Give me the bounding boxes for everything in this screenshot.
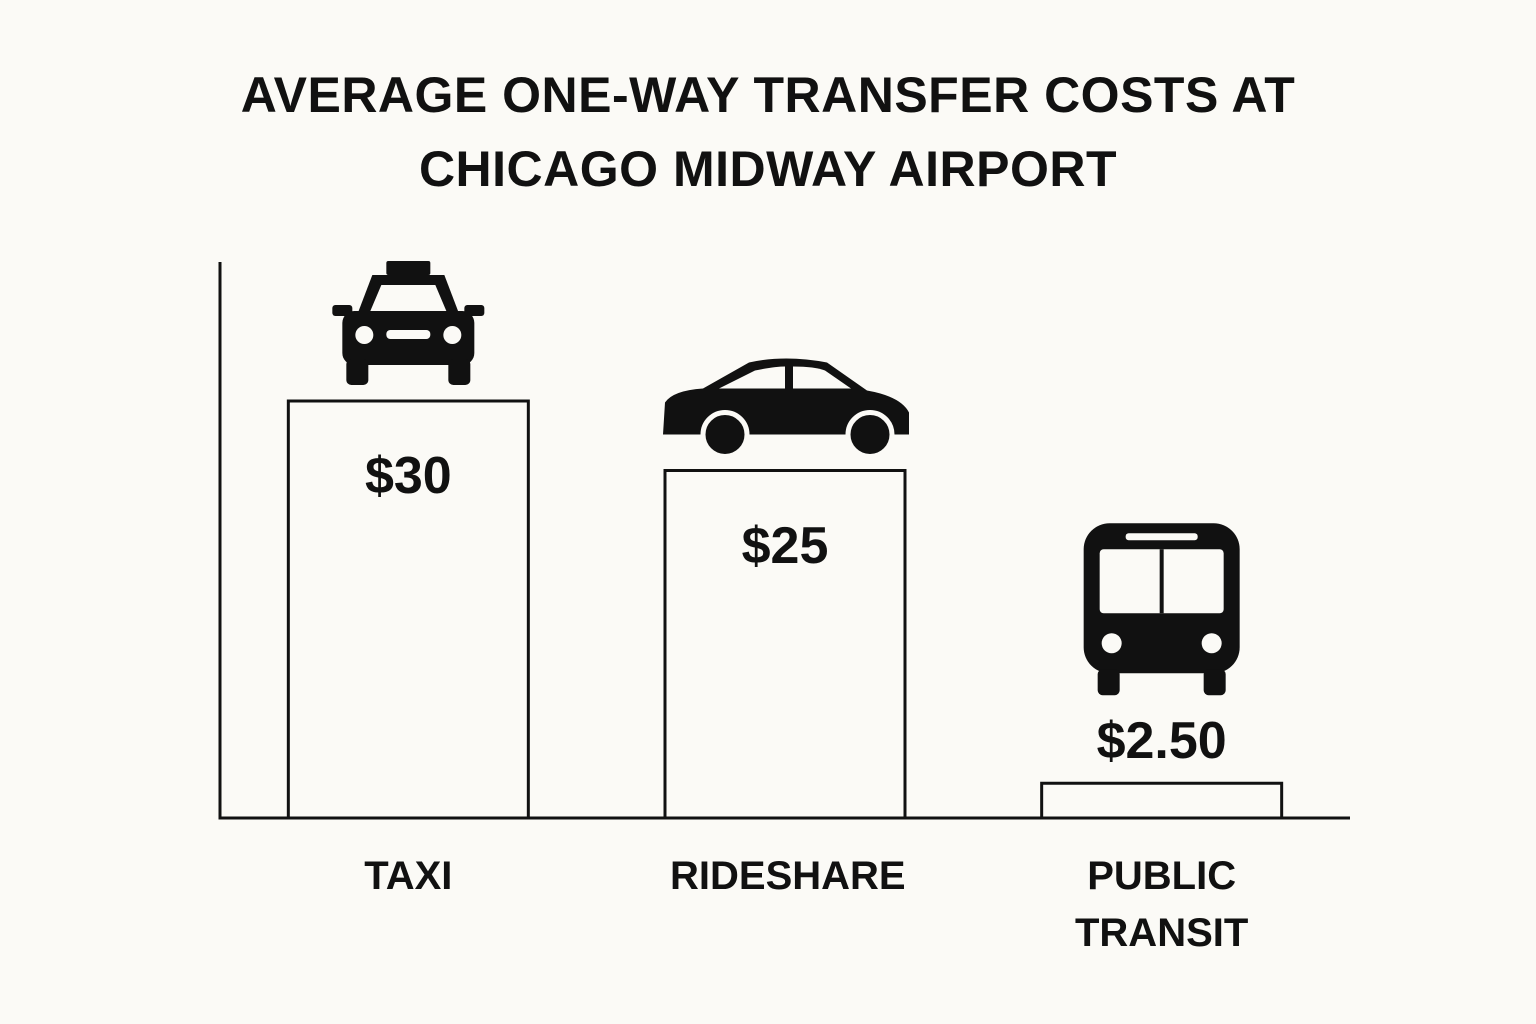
value-label: $25 bbox=[741, 516, 829, 575]
icon-part bbox=[332, 305, 353, 316]
icon-part bbox=[1097, 669, 1120, 696]
icon-part bbox=[448, 359, 471, 385]
icon-part bbox=[370, 285, 447, 311]
icon-part bbox=[386, 261, 431, 275]
icon-part bbox=[386, 330, 431, 339]
x-tick-label: RIDESHARE bbox=[670, 854, 906, 898]
icon-part bbox=[1203, 669, 1226, 696]
bar bbox=[1040, 781, 1284, 820]
icon-part bbox=[1201, 633, 1222, 654]
icon-part bbox=[1125, 533, 1198, 541]
icon bbox=[1083, 523, 1240, 696]
x-tick-label: PUBLIC TRANSIT bbox=[1074, 854, 1249, 955]
icon-part bbox=[346, 359, 369, 385]
icon-part bbox=[700, 410, 750, 459]
bar bbox=[286, 399, 530, 820]
value-label: $2.50 bbox=[1096, 712, 1227, 771]
value-label: $30 bbox=[364, 447, 452, 505]
icon-part bbox=[793, 366, 851, 389]
bar bbox=[663, 469, 907, 820]
chart-title: AVERAGE ONE-WAY TRANSFER COSTS AT CHICAG… bbox=[240, 67, 1296, 197]
icon bbox=[332, 261, 485, 385]
icon-part bbox=[1101, 633, 1122, 654]
icon bbox=[663, 358, 909, 459]
icon-part bbox=[845, 410, 895, 459]
icon-part bbox=[443, 326, 462, 344]
icon-part bbox=[355, 326, 374, 344]
x-tick-label: TAXI bbox=[364, 854, 453, 898]
icon-part bbox=[464, 305, 485, 316]
icon-part bbox=[719, 366, 785, 389]
